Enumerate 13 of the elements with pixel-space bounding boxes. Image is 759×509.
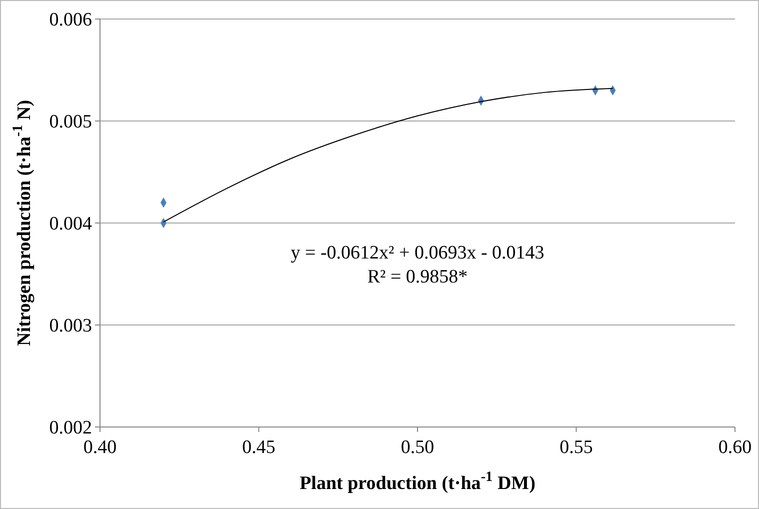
x-tick-label: 0.60 xyxy=(718,437,752,458)
annotation: R² = 0.9858* xyxy=(367,266,468,288)
y-tick-label: 0.002 xyxy=(49,418,92,439)
y-tick-label: 0.003 xyxy=(49,316,92,337)
x-tick-label: 0.55 xyxy=(560,437,593,458)
y-tick-label: 0.006 xyxy=(49,10,92,31)
x-tick-label: 0.40 xyxy=(83,437,117,458)
x-axis-title: Plant production (t·ha$^{-1}$ DM) xyxy=(300,469,536,494)
x-tick-label: 0.50 xyxy=(400,437,434,458)
y-tick-label: 0.004 xyxy=(49,214,92,235)
y-tick-label: 0.005 xyxy=(49,112,92,133)
x-tick-label: 0.45 xyxy=(242,437,276,458)
annotation: y = -0.0612x² + 0.0693x - 0.0143 xyxy=(290,242,544,264)
